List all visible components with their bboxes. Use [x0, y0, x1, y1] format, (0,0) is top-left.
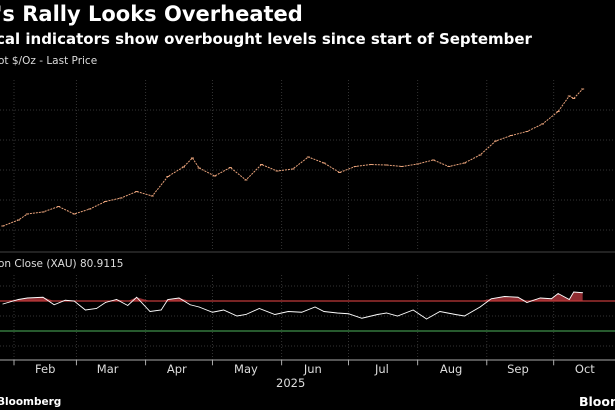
- rsi-point: [490, 298, 492, 300]
- rsi-panel-label: on Close (XAU) 80.9115: [0, 258, 124, 270]
- rsi-point: [426, 318, 427, 320]
- rsi-point: [557, 293, 559, 294]
- rsi-point: [539, 297, 541, 299]
- rsi-point: [464, 315, 465, 317]
- rsi-point: [314, 306, 316, 308]
- rsi-point: [127, 305, 129, 306]
- rsi-point: [53, 304, 55, 306]
- rsi-point: [189, 304, 191, 306]
- rsi-point: [386, 312, 387, 314]
- rsi-point: [160, 309, 162, 311]
- rsi-point: [167, 299, 169, 300]
- rsi-point: [73, 300, 75, 302]
- rsi-point: [212, 311, 213, 313]
- rsi-point: [64, 299, 66, 301]
- x-tick-label: Jul: [374, 362, 389, 376]
- rsi-point: [504, 296, 505, 297]
- rsi-point: [42, 296, 44, 298]
- rsi-point: [361, 317, 363, 319]
- rsi-point: [198, 306, 200, 308]
- rsi-point: [323, 311, 325, 312]
- rsi-point: [258, 308, 260, 309]
- x-tick-label: Mar: [96, 362, 119, 376]
- rsi-point: [412, 309, 414, 311]
- rsi-point: [136, 296, 138, 298]
- x-axis-year-label: 2025: [276, 376, 306, 390]
- rsi-point: [274, 314, 276, 315]
- rsi-point: [582, 292, 584, 294]
- rsi-point: [526, 302, 528, 303]
- x-tick-label: Oct: [574, 362, 595, 376]
- rsi-point: [84, 309, 86, 311]
- price-panel-label: ot $/Oz - Last Price: [0, 55, 98, 67]
- x-tick-label: Apr: [166, 362, 187, 376]
- rsi-point: [18, 299, 19, 300]
- rsi-point: [479, 306, 481, 308]
- rsi-line: [2, 291, 583, 320]
- rsi-point: [178, 297, 180, 299]
- rsi-point: [377, 314, 378, 315]
- x-tick-label: Sep: [507, 362, 529, 376]
- rsi-point: [287, 311, 289, 312]
- rsi-point: [455, 314, 456, 315]
- x-tick-label: Aug: [439, 362, 463, 376]
- overbought-fill: [2, 292, 583, 301]
- rsi-point: [245, 314, 247, 315]
- x-tick-label: Feb: [35, 362, 56, 376]
- rsi-point: [301, 311, 303, 313]
- rsi-point: [149, 311, 151, 312]
- x-tick-label: May: [234, 362, 258, 376]
- rsi-point: [96, 308, 97, 309]
- rsi-point: [439, 311, 441, 312]
- rsi-point: [105, 302, 106, 303]
- rsi-point: [397, 315, 398, 317]
- rsi-point: [348, 313, 349, 315]
- rsi-point: [2, 303, 4, 305]
- chart-title: 's Rally Looks Overheated: [0, 2, 303, 26]
- rsi-point: [116, 299, 117, 300]
- bloomberg-logo: Bloom: [578, 394, 615, 409]
- rsi-point: [551, 298, 552, 300]
- x-tick-label: Jun: [303, 362, 322, 376]
- source-label: Bloomberg: [0, 396, 62, 408]
- rsi-point: [568, 299, 570, 300]
- rsi-point: [236, 315, 238, 317]
- rsi-point: [336, 312, 338, 314]
- rsi-point: [223, 309, 225, 311]
- rsi-point: [573, 291, 575, 293]
- rsi-point: [517, 296, 519, 298]
- rsi-point: [26, 297, 28, 299]
- chart-subtitle: cal indicators show overbought levels si…: [0, 30, 532, 48]
